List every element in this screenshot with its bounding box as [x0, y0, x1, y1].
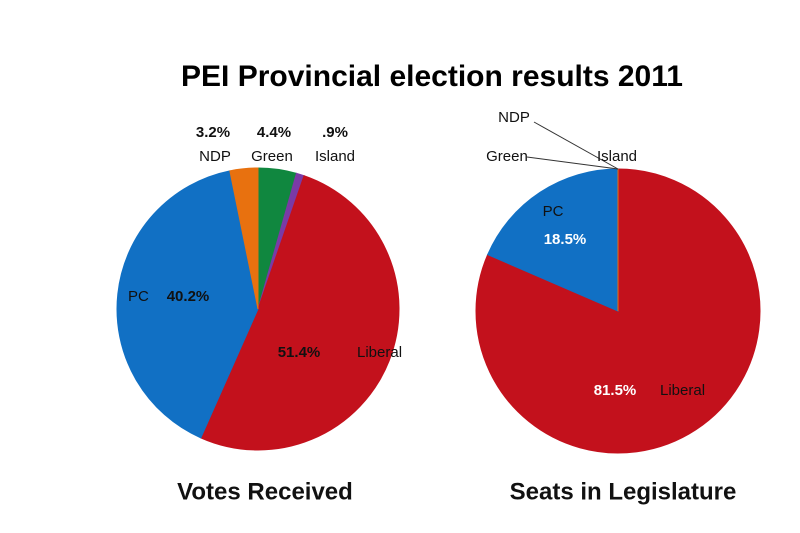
category-label: Green — [486, 148, 528, 165]
category-label: PC — [543, 203, 564, 220]
pie-slice — [475, 168, 761, 454]
chart-title: PEI Provincial election results 2011 — [181, 60, 683, 93]
value-label: 3.2% — [196, 124, 230, 141]
category-label: NDP — [199, 148, 231, 165]
value-label: .9% — [322, 124, 348, 141]
category-label: Liberal — [357, 344, 402, 361]
category-label: PC — [128, 288, 149, 305]
category-label: NDP — [498, 109, 530, 126]
chart-subtitle: Seats in Legislature — [510, 478, 737, 505]
value-label: 40.2% — [167, 288, 210, 305]
value-label: 81.5% — [594, 382, 637, 399]
category-label: Island — [597, 148, 637, 165]
leader-line — [526, 156, 619, 170]
pie-slice — [487, 168, 619, 312]
pie-slice — [200, 175, 400, 451]
value-label: 18.5% — [544, 231, 587, 248]
category-label: Island — [315, 148, 355, 165]
value-label: 51.4% — [278, 344, 321, 361]
category-label: Green — [251, 148, 293, 165]
category-label: Liberal — [660, 382, 705, 399]
pie-slice — [116, 170, 259, 439]
leader-line — [533, 121, 619, 170]
value-label: 4.4% — [257, 124, 291, 141]
chart-subtitle: Votes Received — [177, 478, 353, 505]
pie-slice — [229, 167, 259, 310]
